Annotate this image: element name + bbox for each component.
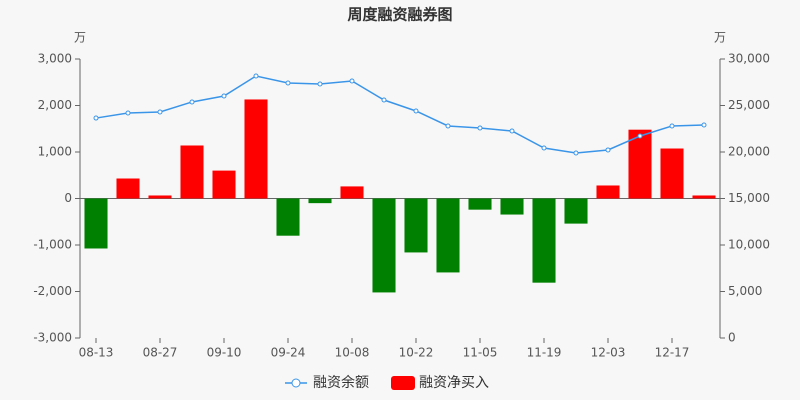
line-point — [637, 133, 643, 139]
y-tick-label: -2,000 — [33, 284, 72, 298]
line-point — [349, 78, 355, 84]
legend-label: 融资余额 — [313, 374, 369, 391]
y2-tick-label: 5,000 — [728, 284, 762, 298]
x-tick-label: 12-17 — [655, 346, 690, 360]
legend-symbol — [291, 378, 301, 388]
bar — [468, 198, 492, 210]
line-point — [93, 115, 99, 121]
legend-symbol — [391, 376, 415, 390]
line-point — [317, 81, 323, 87]
y-tick-label: -1,000 — [33, 238, 72, 252]
bar — [628, 129, 652, 199]
bar — [340, 186, 364, 199]
x-tick-label: 09-10 — [207, 346, 242, 360]
y2-tick-label: 25,000 — [728, 98, 770, 112]
line-point — [253, 73, 259, 79]
line-point — [221, 93, 227, 99]
bar — [116, 178, 140, 199]
chart-title: 周度融资融券图 — [347, 6, 452, 24]
line-point — [157, 109, 163, 115]
line-point — [445, 123, 451, 129]
x-tick-label: 10-08 — [335, 346, 370, 360]
legend-label: 融资净买入 — [419, 375, 489, 391]
bar — [532, 198, 556, 283]
line-point — [605, 147, 611, 153]
line-point — [381, 97, 387, 103]
x-tick-label: 08-27 — [143, 346, 178, 360]
y-tick-label: 1,000 — [38, 145, 72, 159]
x-tick-label: 11-19 — [527, 346, 562, 360]
bar — [148, 195, 172, 199]
line-point — [509, 128, 515, 134]
y2-tick-label: 15,000 — [728, 191, 770, 205]
y-unit: 万 — [74, 31, 86, 45]
bar — [212, 170, 236, 199]
x-tick-label: 10-22 — [399, 346, 434, 360]
x-tick-label: 12-03 — [591, 346, 626, 360]
line-point — [573, 150, 579, 156]
line — [95, 75, 705, 154]
bar — [692, 195, 716, 199]
bar — [500, 198, 524, 215]
y-tick-label: 2,000 — [38, 98, 72, 112]
bar — [308, 198, 332, 204]
y2-tick-label: 20,000 — [728, 145, 770, 159]
y-tick-label: 3,000 — [38, 52, 72, 66]
line-point — [669, 123, 675, 129]
line-point — [189, 99, 195, 105]
bar — [276, 198, 300, 236]
line-point — [477, 125, 483, 131]
line-point — [413, 108, 419, 114]
x-tick-label: 11-05 — [463, 346, 498, 360]
bar — [372, 198, 396, 293]
bar — [596, 185, 620, 199]
x-tick-label: 09-24 — [271, 346, 306, 360]
y2-unit: 万 — [714, 31, 726, 45]
bar — [180, 145, 204, 199]
y2-tick-label: 30,000 — [728, 52, 770, 66]
y2-tick-label: 0 — [728, 331, 736, 345]
bar — [564, 198, 588, 224]
line-point — [125, 110, 131, 116]
line-point — [285, 80, 291, 86]
line-point — [541, 145, 547, 151]
x-tick-label: 08-13 — [79, 346, 114, 360]
bar — [404, 198, 428, 253]
bar — [660, 148, 684, 199]
bar — [436, 198, 460, 273]
line-point — [701, 122, 707, 128]
bar — [84, 198, 108, 249]
y-tick-label: -3,000 — [33, 331, 72, 345]
y2-tick-label: 10,000 — [728, 238, 770, 252]
bar — [244, 99, 268, 199]
y-tick-label: 0 — [64, 191, 72, 205]
